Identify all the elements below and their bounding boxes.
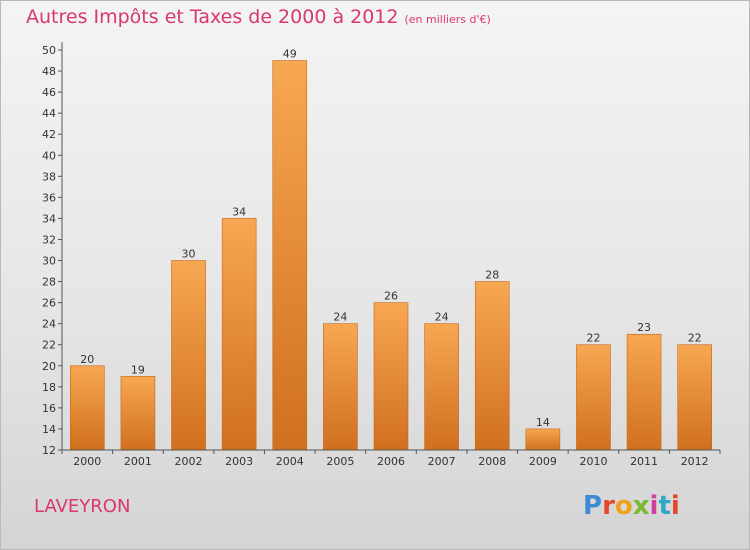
x-tick-label: 2002: [175, 455, 203, 468]
data-label-2008: 28: [485, 269, 499, 282]
data-label-2003: 34: [232, 205, 246, 218]
logo-letter: r: [602, 491, 615, 521]
bar-2008: [474, 281, 510, 451]
bars-group: 20 19 30 34 49 24 26 24 28 14 22 23 22: [70, 48, 712, 451]
x-tick-label: 2011: [630, 455, 658, 468]
bar-2010: [576, 344, 611, 451]
y-tick-label: 16: [42, 402, 56, 415]
bar-2011: [626, 333, 662, 451]
bar-2009: [525, 428, 561, 451]
x-tick-label: 2010: [579, 455, 607, 468]
y-tick-label: 26: [42, 297, 56, 310]
chart-title-unit: (en milliers d'€): [404, 13, 491, 26]
x-tick-label: 2003: [225, 455, 253, 468]
y-tick-label: 22: [42, 339, 56, 352]
x-tick-label: 2004: [276, 455, 304, 468]
bar-2000: [70, 365, 105, 451]
chart-title-main: Autres Impôts et Taxes de 2000 à 2012: [26, 6, 399, 28]
y-tick-label: 14: [42, 423, 56, 436]
y-tick-label: 24: [42, 318, 56, 331]
y-tick-label: 48: [42, 65, 56, 78]
data-label-2007: 24: [435, 311, 449, 324]
chart-title: Autres Impôts et Taxes de 2000 à 2012 (en…: [26, 6, 491, 28]
logo-letter: x: [632, 491, 650, 521]
y-tick-label: 20: [42, 360, 56, 373]
logo-letter: t: [658, 491, 671, 521]
y-tick-label: 38: [42, 170, 56, 183]
y-tick-label: 50: [42, 44, 56, 57]
data-label-2001: 19: [131, 363, 145, 376]
bar-2001: [120, 376, 156, 451]
y-tick-label: 44: [42, 107, 56, 120]
bar-2012: [677, 344, 712, 451]
y-tick-label: 28: [42, 276, 56, 289]
bar-2006: [373, 302, 409, 451]
x-tick-label: 2006: [377, 455, 405, 468]
y-tick-label: 12: [42, 444, 56, 457]
data-label-2011: 23: [637, 321, 651, 334]
logo-letter: o: [614, 491, 633, 521]
x-tick-label: 2001: [124, 455, 152, 468]
x-tick-label: 2009: [529, 455, 557, 468]
x-tick-label: 2008: [478, 455, 506, 468]
bar-2007: [424, 323, 459, 451]
y-tick-label: 34: [42, 212, 56, 225]
proxiti-logo: Proxiti: [583, 491, 680, 521]
data-label-2010: 22: [586, 332, 600, 345]
y-tick-label: 32: [42, 233, 56, 246]
y-tick-label: 46: [42, 86, 56, 99]
data-label-2005: 24: [333, 311, 347, 324]
bar-2005: [323, 323, 358, 451]
data-label-2006: 26: [384, 290, 398, 303]
logo-letter: i: [670, 491, 680, 521]
bar-2003: [221, 218, 257, 451]
x-tick-label: 2007: [428, 455, 456, 468]
bar-2004: [272, 60, 308, 451]
data-label-2004: 49: [283, 48, 297, 61]
x-tick-label: 2005: [326, 455, 354, 468]
data-label-2012: 22: [688, 332, 702, 345]
y-tick-label: 30: [42, 255, 56, 268]
place-name: LAVEYRON: [34, 496, 131, 517]
data-label-2002: 30: [182, 248, 196, 261]
bar-2002: [171, 260, 206, 451]
x-tick-label: 2000: [73, 455, 101, 468]
y-tick-label: 40: [42, 149, 56, 162]
y-tick-label: 18: [42, 381, 56, 394]
y-tick-label: 42: [42, 128, 56, 141]
x-tick-label: 2012: [681, 455, 709, 468]
data-label-2000: 20: [80, 353, 94, 366]
y-tick-label: 36: [42, 191, 56, 204]
data-label-2009: 14: [536, 416, 550, 429]
logo-letter: P: [583, 491, 603, 521]
logo-letter: i: [649, 491, 659, 521]
axes-group: 2000 2001 2002 2003 2004 2005 2006 2007 2008 2009…: [42, 42, 721, 468]
